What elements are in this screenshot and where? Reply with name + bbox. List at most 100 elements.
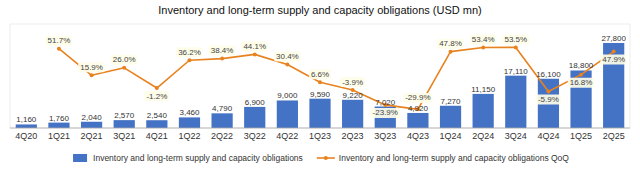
- x-tick-label: 2Q21: [81, 131, 103, 141]
- bar-label: 4,920: [408, 104, 429, 113]
- line-label-box: [241, 41, 268, 51]
- line-marker: [220, 57, 224, 61]
- bar-label: 3,460: [179, 108, 200, 117]
- bar-label: 9,590: [310, 90, 331, 99]
- x-tick-label: 2Q22: [211, 131, 233, 141]
- legend-label: Inventory and long-term supply and capac…: [93, 153, 303, 163]
- bar-label: 7,270: [441, 97, 462, 106]
- line-marker: [546, 90, 550, 94]
- bar: [81, 122, 102, 128]
- line-marker: [122, 66, 126, 70]
- bar-label: 1,760: [49, 114, 70, 123]
- bar-label: 2,540: [147, 111, 168, 120]
- x-tick-label: 1Q24: [440, 131, 462, 141]
- line-label-box: [340, 77, 365, 87]
- bar: [603, 43, 624, 128]
- legend-label: Inventory and long-term supply and capac…: [339, 153, 569, 163]
- line-label: 51.7%: [46, 36, 73, 46]
- line: [59, 47, 614, 109]
- bar-label: 2,570: [114, 111, 135, 120]
- bar-label: 1,160: [16, 115, 37, 124]
- x-tick-label: 1Q21: [48, 131, 70, 141]
- bar-label: 11,150: [471, 85, 495, 94]
- bar-label: 4,790: [212, 104, 233, 113]
- line-marker: [449, 50, 453, 54]
- bar-label: 6,900: [245, 98, 266, 107]
- line-label-box: [600, 55, 627, 65]
- bar: [570, 70, 591, 128]
- line-label-box: [78, 62, 105, 72]
- data-labels: 1,160 1,760 2,040 2,570 2,540 3,460 4,790 6,900…: [16, 34, 626, 124]
- legend-item: Inventory and long-term supply and capac…: [73, 153, 303, 163]
- x-tick-label: 2Q24: [472, 131, 494, 141]
- line-label-box: [568, 78, 595, 88]
- line-label-box: [274, 52, 301, 62]
- x-tick-label: 4Q24: [537, 131, 559, 141]
- line-label-box: [111, 55, 138, 65]
- line-marker: [318, 80, 322, 84]
- line-label-text: 30.4%: [276, 52, 299, 61]
- bar: [342, 100, 363, 128]
- bar: [440, 106, 461, 128]
- chart: Inventory and long-term supply and capac…: [0, 0, 640, 172]
- line-label-box: [209, 46, 236, 56]
- legend-swatch: [73, 154, 87, 162]
- legend-item: Inventory and long-term supply and capac…: [317, 153, 569, 163]
- legend-swatch-marker: [324, 156, 328, 160]
- x-tick-label: 4Q23: [407, 131, 429, 141]
- bar-label: 7,020: [375, 98, 396, 107]
- x-tick-label: 4Q21: [146, 131, 168, 141]
- line-label-text: -29.9%: [405, 93, 430, 102]
- line-label-text: 47.8%: [439, 39, 462, 48]
- bar-label: 27,800: [601, 34, 626, 43]
- line-label-text: -3.9%: [342, 78, 363, 87]
- line-label-box: [144, 91, 169, 101]
- line-label: 47.9%: [600, 55, 627, 65]
- bar: [277, 100, 298, 128]
- line-label: 38.4%: [209, 46, 236, 56]
- line-label-text: 16.8%: [570, 78, 593, 87]
- x-tick-label: 2Q25: [603, 131, 625, 141]
- line-label-box: [437, 39, 464, 49]
- plot-frame: [10, 24, 630, 128]
- line-label: -5.9%: [536, 95, 561, 105]
- line-marker: [514, 45, 518, 49]
- line-label-text: 47.9%: [602, 55, 625, 64]
- bar: [407, 113, 428, 128]
- bar-label: 17,110: [504, 67, 528, 76]
- line-label-box: [371, 108, 400, 118]
- bar: [244, 107, 265, 128]
- line-label: 16.8%: [568, 78, 595, 88]
- marks: [16, 43, 625, 128]
- line-marker: [253, 52, 257, 56]
- line-label: 53.5%: [502, 34, 529, 44]
- line-label-box: [470, 34, 497, 44]
- line-label-text: 38.4%: [211, 46, 234, 55]
- line-label-text: 44.1%: [243, 42, 266, 51]
- bar-label: 9,000: [277, 91, 298, 100]
- line-label-box: [176, 47, 203, 57]
- line-label: 15.9%: [78, 62, 105, 72]
- line-labels: 51.7% 15.9% 26.0% -1.2% 36.2% 38.4% 44.1% 30.4%…: [46, 34, 627, 117]
- line-label: 30.4%: [274, 52, 301, 62]
- line-label: 36.2%: [176, 47, 203, 57]
- bar-label: 2,040: [82, 113, 103, 122]
- line-label-text: 26.0%: [113, 55, 136, 64]
- x-tick-label: 2Q23: [342, 131, 364, 141]
- line-label-text: 51.7%: [48, 36, 71, 45]
- line-marker: [481, 45, 485, 49]
- bar: [538, 79, 559, 128]
- bar: [473, 94, 494, 128]
- line-label-text: 53.4%: [472, 35, 495, 44]
- x-tick-label: 3Q22: [244, 131, 266, 141]
- x-tick-label: 3Q23: [374, 131, 396, 141]
- line-marker: [155, 86, 159, 90]
- bar: [309, 99, 330, 128]
- line-marker: [579, 73, 583, 77]
- bar: [179, 117, 200, 128]
- line-label-text: 53.5%: [504, 35, 527, 44]
- line-label-text: -1.2%: [146, 92, 167, 101]
- line-label-box: [536, 95, 561, 105]
- line-label: 26.0%: [111, 55, 138, 65]
- line-label-box: [403, 93, 432, 103]
